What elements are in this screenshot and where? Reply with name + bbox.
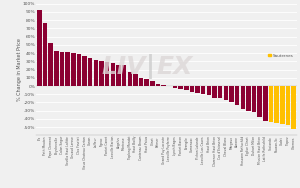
Bar xyxy=(128,72,132,86)
Text: |: | xyxy=(146,55,155,79)
Bar xyxy=(139,78,143,86)
Bar xyxy=(178,86,183,89)
Bar xyxy=(71,53,76,86)
Bar xyxy=(65,52,70,86)
Bar xyxy=(269,86,273,122)
Bar xyxy=(116,65,121,86)
Bar xyxy=(218,86,222,98)
Bar xyxy=(246,86,251,111)
Text: EX: EX xyxy=(156,55,192,79)
Bar xyxy=(48,43,53,86)
Bar xyxy=(274,86,279,123)
Bar xyxy=(190,86,194,92)
Bar xyxy=(145,79,149,86)
Bar xyxy=(94,60,98,86)
Bar xyxy=(43,24,47,86)
Bar xyxy=(60,52,64,86)
Bar xyxy=(280,86,285,124)
Bar xyxy=(82,56,87,86)
Bar xyxy=(207,86,211,95)
Bar xyxy=(133,74,138,86)
Bar xyxy=(201,86,206,94)
Bar xyxy=(150,81,154,86)
Bar xyxy=(54,51,58,86)
Bar xyxy=(156,83,160,86)
Bar xyxy=(263,86,268,121)
Bar xyxy=(105,62,110,86)
Bar xyxy=(235,86,239,105)
Bar xyxy=(257,86,262,117)
Bar xyxy=(122,65,126,86)
Bar xyxy=(224,86,228,100)
Bar xyxy=(252,86,256,112)
Bar xyxy=(173,86,177,88)
Bar xyxy=(88,58,92,86)
Bar xyxy=(99,61,104,86)
Bar xyxy=(195,86,200,92)
Bar xyxy=(229,86,234,102)
Bar xyxy=(241,86,245,109)
Bar xyxy=(161,85,166,86)
Bar xyxy=(77,54,81,86)
Bar xyxy=(291,86,296,129)
Bar xyxy=(212,86,217,98)
Bar xyxy=(37,10,42,86)
Y-axis label: % Change in Market Price: % Change in Market Price xyxy=(16,38,22,101)
Bar xyxy=(184,86,188,90)
Bar xyxy=(286,86,290,126)
Legend: Sauternes: Sauternes xyxy=(266,52,295,59)
Text: LIV: LIV xyxy=(101,55,146,79)
Bar xyxy=(111,63,115,86)
